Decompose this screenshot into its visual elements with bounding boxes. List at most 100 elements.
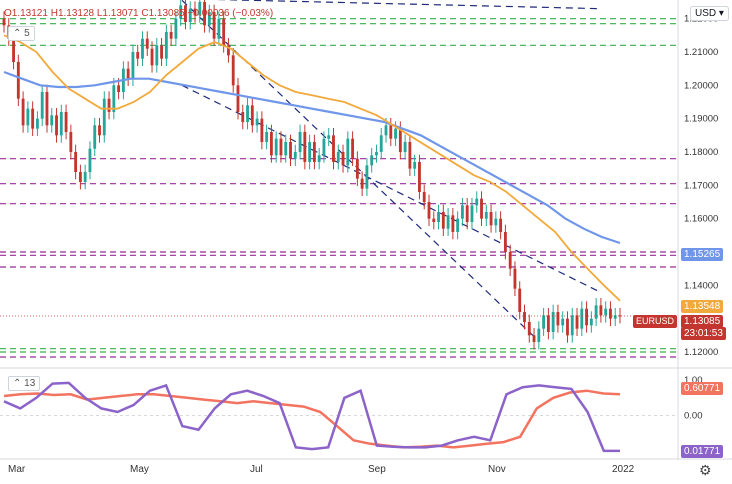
candle-body [494, 218, 498, 226]
candle-body [336, 152, 340, 162]
candle-body [389, 125, 393, 139]
y-tick-label: 1.18000 [684, 147, 718, 158]
candle-body [360, 178, 364, 189]
sma-slow-line [3, 70, 621, 245]
candle-body [394, 128, 397, 139]
y-tick-label: 1.19000 [684, 114, 718, 125]
candle-body [303, 132, 307, 162]
candle-body [351, 138, 355, 159]
candle-body [217, 18, 221, 39]
candle-body [470, 205, 474, 222]
osc-b-line [3, 381, 620, 453]
candle-body [2, 18, 6, 26]
y-tick-label: 1.16000 [684, 214, 718, 225]
candle-body [45, 92, 49, 126]
candle-body [222, 18, 226, 46]
candle-body [437, 212, 440, 222]
candle-body [107, 98, 111, 112]
y-tick-label: 1.20000 [684, 80, 718, 91]
high-value: H1.13128 [50, 8, 95, 19]
candle-body [12, 38, 15, 62]
candle-body [451, 215, 455, 232]
currency-select[interactable]: USD ▾ [690, 6, 729, 21]
candle-body [207, 12, 211, 26]
tag-countdown: 23:01:53 [681, 327, 726, 340]
candle-body [36, 118, 39, 129]
candle-body [432, 218, 436, 222]
candle-body [179, 5, 183, 19]
x-tick-label: Jul [250, 464, 263, 475]
candle-body [16, 62, 20, 99]
candle-body [284, 142, 288, 156]
candle-body [513, 268, 517, 289]
candle-body [141, 38, 144, 59]
candle-body [398, 128, 402, 152]
candle-body [418, 162, 421, 192]
candle-body [551, 312, 555, 332]
candle-body [169, 32, 173, 39]
candle-body [174, 18, 178, 39]
tag-price-level: 1.15265 [681, 248, 724, 261]
candle-body [131, 52, 135, 79]
candle-body [74, 152, 78, 172]
candle-body [212, 12, 216, 39]
candle-body [413, 162, 417, 169]
x-tick-label: May [130, 464, 149, 475]
candle-body [102, 98, 106, 136]
candle-body [341, 152, 345, 166]
candle-body [422, 192, 426, 202]
candle-body [59, 112, 63, 136]
candle-body [346, 138, 350, 166]
candle-body [64, 112, 68, 132]
tag-symbol: EURUSD [633, 315, 678, 328]
osc-length: 13 [24, 378, 36, 389]
candle-body [117, 85, 121, 92]
candle-body [604, 308, 608, 316]
candle-body [465, 205, 469, 222]
tag-last-price: 1.13085 [681, 315, 724, 328]
candle-body [83, 172, 87, 182]
candle-body [427, 202, 431, 219]
y-tick-label: 1.21000 [684, 47, 718, 58]
candle-body [446, 215, 450, 229]
candle-body [489, 212, 493, 226]
candle-body [580, 308, 584, 329]
oscillator-setting[interactable]: ⌃ 13 [8, 376, 41, 391]
candle-body [566, 318, 569, 336]
sma-setting[interactable]: ⌃ 5 [8, 26, 35, 41]
candle-body [484, 212, 488, 219]
candle-body [241, 112, 245, 122]
candle-body [542, 315, 546, 329]
close-value: C1.13085 [141, 8, 185, 19]
candle-body [585, 308, 588, 326]
settings-icon[interactable]: ⚙ [699, 462, 712, 478]
candle-body [312, 142, 316, 162]
candle-body [370, 155, 374, 166]
candle-body [160, 45, 164, 59]
candle-body [384, 125, 388, 136]
candle-body [355, 158, 359, 179]
candle-body [269, 132, 273, 156]
candle-body [40, 92, 44, 119]
trend-channel-line [181, 0, 539, 341]
candle-body [618, 315, 622, 317]
candle-body [379, 135, 383, 152]
candle-body [546, 315, 550, 332]
candle-body [589, 318, 593, 326]
currency-label: USD [695, 8, 717, 19]
candle-body [126, 68, 130, 79]
osc-tick-label: 0.00 [684, 411, 703, 422]
y-tick-label: 1.17000 [684, 180, 718, 191]
chevron-down-icon: ▾ [718, 8, 724, 19]
candle-body [322, 138, 326, 156]
candle-body [246, 105, 249, 122]
change-value: −0.00036 (−0.03%) [187, 8, 274, 19]
candle-body [609, 308, 612, 319]
y-tick-label: 1.14000 [684, 280, 718, 291]
candle-body [289, 142, 292, 159]
candle-body [518, 288, 522, 312]
candle-body [503, 232, 507, 252]
candle-body [136, 52, 140, 59]
x-tick-label: Mar [8, 464, 26, 475]
